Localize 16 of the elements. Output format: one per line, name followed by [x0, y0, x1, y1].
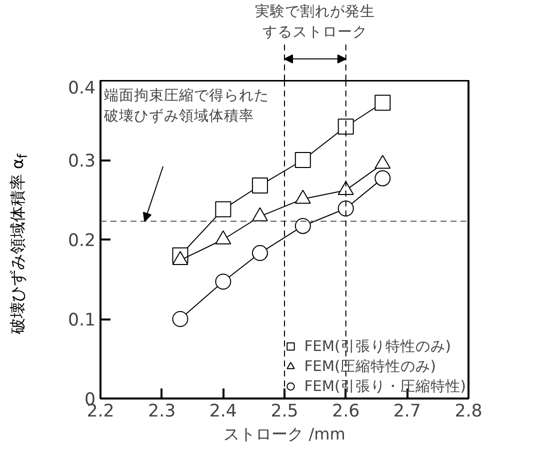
x-axis-title: ストローク /mm	[224, 424, 346, 444]
x-tick-label: 2.8	[454, 402, 482, 422]
y-tick-label: 0.1	[68, 310, 96, 330]
legend-label: FEM(引張り・圧縮特性)	[304, 376, 466, 396]
x-tick-label: 2.7	[393, 402, 421, 422]
y-tick-label: 0.2	[68, 231, 96, 251]
x-tick-label: 2.5	[270, 402, 298, 422]
y-tick-label: 0.3	[68, 152, 96, 172]
legend-label: FEM(圧縮特性のみ)	[304, 356, 436, 376]
x-tick-label: 2.6	[332, 402, 360, 422]
text: 実験で割れが発生するストローク	[255, 2, 376, 40]
legend-label: FEM(引張り特性のみ)	[304, 336, 451, 356]
x-tick-label: 2.4	[209, 402, 237, 422]
y-tick-label: 0.4	[68, 78, 96, 98]
annotation: 端面拘束圧縮で得られた破壊ひずみ領域体積率	[103, 86, 270, 124]
x-tick-label: 2.3	[148, 402, 176, 422]
